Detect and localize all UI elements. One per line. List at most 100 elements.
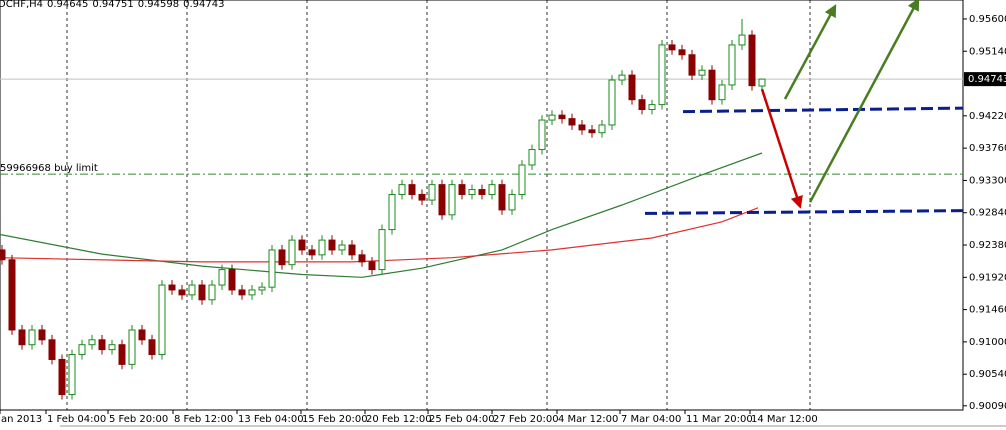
candle-body [438, 184, 446, 216]
candle-body [698, 69, 706, 76]
candle-body [358, 254, 366, 263]
candle-body [478, 189, 486, 195]
candle-body [158, 284, 166, 356]
candle-body [458, 184, 466, 195]
buy-limit-label: 59966968 buy limit [0, 163, 98, 174]
header: DCHF,H4 0.94645 0.94751 0.94598 0.94743 [0, 0, 224, 10]
candle-body [548, 114, 556, 121]
candle-body [238, 289, 246, 296]
candle-body [108, 344, 116, 351]
candle-body [398, 184, 406, 195]
candle-body [58, 358, 66, 396]
price-label: 0.94743 [968, 74, 1006, 85]
candle-body [598, 124, 606, 134]
candle-body [668, 44, 676, 51]
moving-average [0, 207, 759, 263]
candle-body [208, 284, 216, 301]
candle-body [408, 184, 416, 195]
candle-body [308, 249, 316, 256]
candle-body [248, 289, 256, 296]
candle-body [728, 44, 736, 86]
candle-body [678, 49, 686, 56]
x-tick-label: 14 Mar 12:00 [751, 414, 818, 425]
level-line [682, 106, 964, 114]
x-tick-label: 4 Mar 12:00 [558, 414, 618, 425]
candle-body [148, 339, 156, 356]
header-symbol: DCHF,H4 [0, 0, 43, 10]
candle-body [618, 74, 626, 81]
candle-body [588, 129, 596, 134]
candle-body [748, 34, 756, 87]
candle-body [718, 84, 726, 101]
candle-body [28, 329, 36, 346]
candle-body [258, 286, 266, 291]
candle-body [178, 289, 186, 296]
candle-body [18, 329, 26, 346]
price-label-box [964, 72, 1006, 87]
header-high: 0.94751 [92, 0, 133, 10]
x-tick-label: 27 Feb 20:00 [493, 414, 559, 425]
candle-body [8, 259, 16, 331]
candle-body [278, 249, 286, 266]
x-tick-label: 13 Feb 04:00 [238, 414, 304, 425]
x-tick-label: 8 Feb 12:00 [174, 414, 233, 425]
level-line [644, 209, 964, 215]
candle-body [218, 269, 226, 286]
moving-average [0, 152, 763, 278]
candle-body [368, 261, 376, 271]
arrow [783, 4, 837, 100]
y-tick-label: 0.90090 [969, 401, 1006, 412]
candle-body [138, 329, 146, 341]
candle-body [658, 44, 666, 106]
candle-body [318, 239, 326, 256]
candle-body [378, 229, 386, 271]
candle-body [38, 329, 46, 341]
candle-body [348, 244, 356, 256]
candle-body [738, 34, 746, 46]
candle-body [418, 193, 426, 201]
candle-body [628, 74, 636, 101]
candle-body [268, 249, 276, 288]
candle-body [508, 193, 516, 211]
candle-body [558, 114, 566, 120]
header-low: 0.94598 [138, 0, 179, 10]
x-tick-label: an 2013 [1, 414, 42, 425]
candle-body [298, 239, 306, 251]
header-close: 0.94743 [183, 0, 224, 10]
candle-body [578, 124, 586, 131]
candle-body [518, 164, 526, 195]
x-tick-label: 1 Feb 04:00 [47, 414, 106, 425]
candle-body [188, 284, 196, 296]
candle-body [708, 69, 716, 101]
candle-body [448, 184, 456, 216]
x-tick-label: 15 Feb 20:00 [302, 414, 368, 425]
x-tick-label: 20 Feb 12:00 [366, 414, 432, 425]
candle-body [48, 339, 56, 360]
candle-body [88, 339, 96, 346]
arrow [760, 88, 803, 209]
candle-body [528, 149, 536, 166]
candle-body [78, 344, 86, 356]
candle-body [98, 339, 106, 351]
candle-body [638, 99, 646, 111]
candle-body [288, 239, 296, 266]
candle-body [568, 118, 576, 126]
candle-body [688, 54, 696, 76]
plot-frame [0, 0, 964, 411]
x-tick-label: 11 Mar 20:00 [686, 414, 753, 425]
candle-body [648, 104, 656, 111]
candle-body [498, 184, 506, 211]
x-tick-label: 7 Mar 04:00 [621, 414, 681, 425]
